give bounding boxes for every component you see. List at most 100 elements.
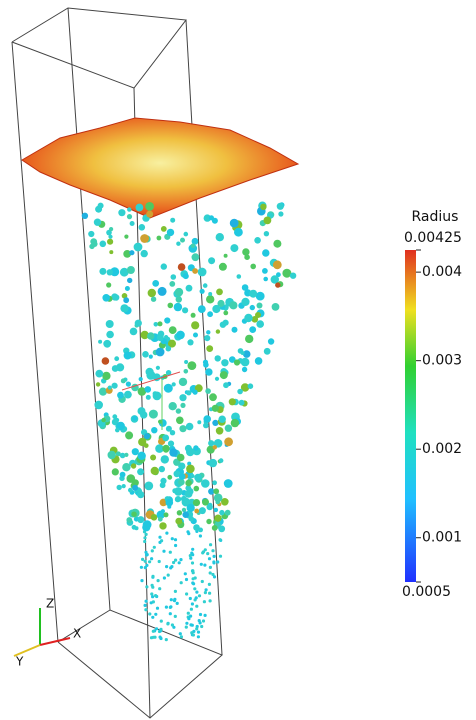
particle xyxy=(211,525,218,531)
particle xyxy=(142,351,149,358)
particle xyxy=(95,369,104,378)
particle xyxy=(169,605,173,609)
particle xyxy=(132,484,139,491)
particle xyxy=(168,402,177,411)
particle xyxy=(251,316,259,323)
particle xyxy=(208,571,212,575)
particle xyxy=(154,594,158,598)
particle xyxy=(116,484,122,491)
particle xyxy=(165,370,172,376)
particle xyxy=(162,576,166,580)
particle xyxy=(195,604,199,608)
particle xyxy=(208,257,216,265)
particle xyxy=(131,511,137,517)
particle xyxy=(151,629,155,633)
particle xyxy=(123,250,132,258)
particle xyxy=(256,320,265,328)
particle xyxy=(133,242,143,252)
particle xyxy=(157,286,167,296)
particle xyxy=(163,383,173,393)
particle xyxy=(107,385,112,390)
particle xyxy=(216,288,223,296)
particle xyxy=(263,347,271,355)
particle xyxy=(230,244,239,253)
particle xyxy=(219,371,228,380)
particle xyxy=(157,516,163,522)
particle xyxy=(204,588,208,592)
axis-label: Z xyxy=(46,597,54,611)
particle xyxy=(216,560,220,564)
particle xyxy=(229,301,238,310)
particle xyxy=(112,414,118,420)
particle xyxy=(204,335,211,342)
particle xyxy=(186,611,190,615)
particle xyxy=(199,562,203,566)
particle xyxy=(150,592,154,596)
particle xyxy=(173,538,178,542)
particle xyxy=(196,630,201,634)
particle xyxy=(95,382,101,387)
particle xyxy=(194,384,203,393)
particle xyxy=(155,606,160,610)
particle xyxy=(282,268,292,278)
particle xyxy=(192,499,201,507)
particle xyxy=(195,627,199,631)
particle xyxy=(160,226,167,232)
tick-label: 0.003 xyxy=(422,353,462,369)
particle xyxy=(229,356,236,363)
particle xyxy=(249,289,258,298)
particle xyxy=(214,376,220,381)
particle xyxy=(250,263,256,270)
particle xyxy=(188,554,192,558)
particle xyxy=(240,351,245,355)
particle xyxy=(124,452,129,457)
particle xyxy=(260,203,267,210)
particle xyxy=(154,612,158,616)
tick-label: 0.002 xyxy=(422,441,462,457)
particle xyxy=(147,288,156,298)
particle xyxy=(140,579,144,583)
particle xyxy=(149,601,153,605)
particle xyxy=(165,425,172,432)
particle xyxy=(109,227,114,232)
particle xyxy=(166,573,170,577)
particle xyxy=(169,566,173,570)
particle xyxy=(186,390,192,396)
particle xyxy=(203,422,209,429)
particle xyxy=(160,477,167,484)
particle xyxy=(151,574,155,578)
particle xyxy=(158,535,162,539)
particle xyxy=(135,203,144,212)
particle xyxy=(193,445,199,451)
particle xyxy=(150,454,157,461)
particle xyxy=(114,356,120,362)
particle xyxy=(175,517,183,525)
particle xyxy=(190,561,195,565)
particle xyxy=(202,498,209,506)
particle xyxy=(118,209,126,217)
particle xyxy=(168,550,172,554)
particle xyxy=(98,387,108,396)
particle xyxy=(168,326,177,334)
particle xyxy=(144,532,148,537)
particle xyxy=(145,553,149,557)
particle xyxy=(215,233,224,242)
particle xyxy=(159,636,163,641)
axis-line xyxy=(121,371,181,391)
colorbar-title: Radius xyxy=(412,209,459,225)
particle xyxy=(116,421,125,431)
particle xyxy=(138,437,147,447)
particle xyxy=(119,471,126,478)
particle xyxy=(206,518,212,525)
tick-label: 0.001 xyxy=(422,530,462,546)
particle xyxy=(190,473,195,479)
particle xyxy=(218,538,222,542)
particle xyxy=(107,450,116,460)
particle xyxy=(162,434,170,442)
particle xyxy=(119,452,126,459)
particle xyxy=(115,427,120,433)
particle xyxy=(197,420,202,425)
particle xyxy=(99,267,107,275)
particle xyxy=(184,577,189,582)
particle xyxy=(218,554,223,558)
